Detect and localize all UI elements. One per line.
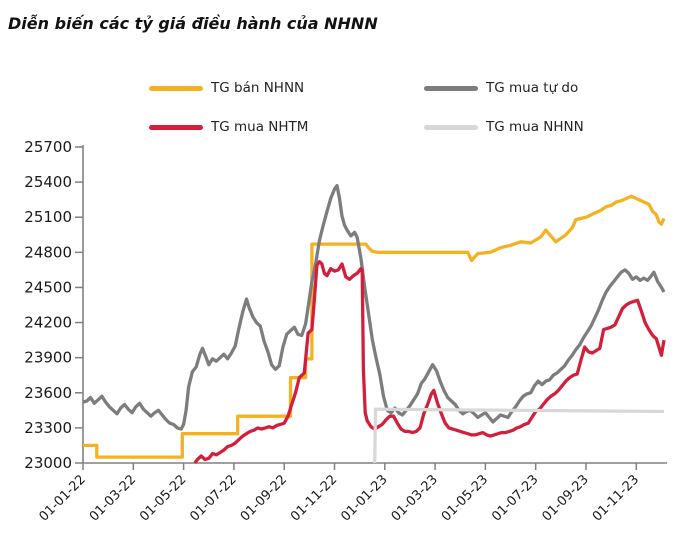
- chart-title: Diễn biến các tỷ giá điều hành của NHNN: [8, 14, 378, 33]
- x-tick-label: 01-09-23: [539, 472, 591, 524]
- series-line-tg-mua-tự-do: [82, 183, 666, 431]
- x-tick-label: 01-11-22: [288, 472, 340, 524]
- legend-label: TG mua NHNN: [486, 119, 584, 135]
- legend-item-tg-mua-nhnn: TG mua NHNN: [424, 119, 584, 135]
- y-tick-label: 25100: [24, 208, 72, 226]
- legend-item-tg-mua-nhtm: TG mua NHTM: [149, 119, 308, 135]
- legend-swatch-lightgray-line: [424, 124, 478, 130]
- legend-swatch-red-line: [149, 124, 203, 130]
- y-tick-label: 23600: [24, 384, 72, 402]
- x-tick-label: 01-01-23: [338, 472, 390, 524]
- legend-swatch-gray-line: [424, 85, 478, 91]
- y-tick-label: 25700: [24, 138, 72, 156]
- x-tick-label: 01-03-23: [389, 472, 441, 524]
- y-tick-label: 24200: [24, 314, 72, 332]
- legend-label: TG mua tự do: [486, 80, 579, 96]
- x-tick-label: 01-01-22: [36, 472, 88, 524]
- x-tick-label: 01-07-22: [187, 472, 239, 524]
- y-tick-label: 23300: [24, 419, 72, 437]
- y-tick-label: 23000: [24, 454, 72, 472]
- series-line-tg-bán-nhnn: [83, 194, 666, 459]
- legend-label: TG bán NHNN: [211, 80, 305, 96]
- x-tick-label: 01-09-22: [238, 472, 290, 524]
- y-tick-label: 24800: [24, 243, 72, 261]
- x-tick-label: 01-11-23: [590, 472, 642, 524]
- legend-label: TG mua NHTM: [211, 119, 309, 135]
- legend-swatch-yellow-line: [149, 85, 203, 91]
- x-tick-label: 01-07-23: [489, 472, 541, 524]
- series-line-tg-mua-nhnn: [373, 407, 665, 464]
- y-tick-label: 23900: [24, 349, 72, 367]
- series-line-tg-mua-nhtm: [193, 260, 666, 464]
- x-tick-label: 01-05-22: [137, 472, 189, 524]
- x-tick-label: 01-03-22: [87, 472, 139, 524]
- y-tick-label: 24500: [24, 278, 72, 296]
- legend-item-tg-mua-tu-do: TG mua tự do: [424, 80, 578, 96]
- x-tick-label: 01-05-23: [439, 472, 491, 524]
- y-tick-label: 25400: [24, 173, 72, 191]
- legend-item-tg-ban-nhnn: TG bán NHNN: [149, 80, 304, 96]
